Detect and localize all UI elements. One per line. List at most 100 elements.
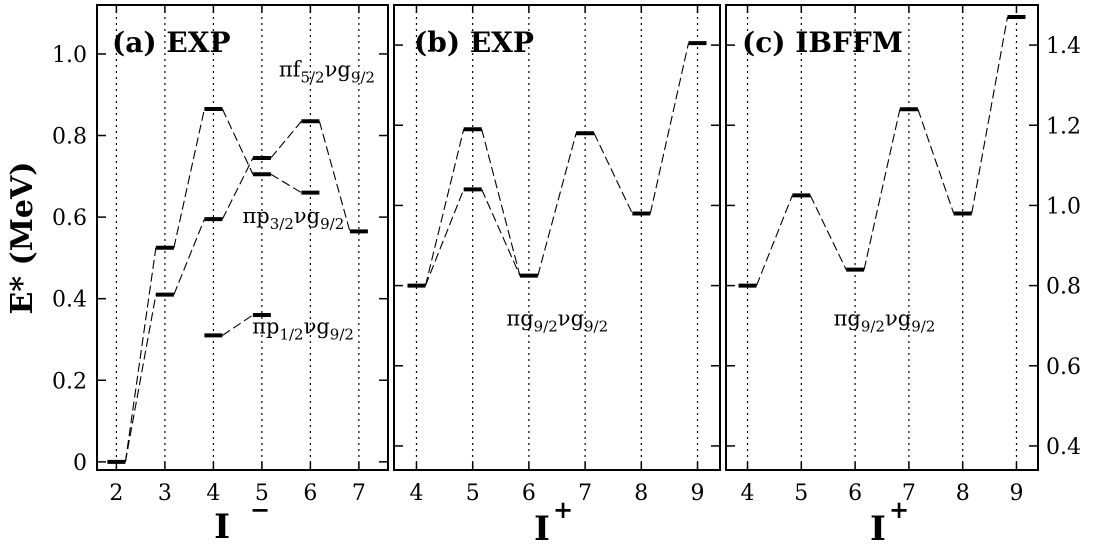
series-line-segment — [222, 314, 254, 336]
series-line-segment — [917, 109, 955, 214]
x-axis-title-a-superscript: − — [250, 495, 270, 524]
panel-c-level-marks — [738, 15, 1026, 288]
series-line-segment — [270, 173, 302, 194]
series-line-segment — [221, 157, 254, 220]
y-tick-label-right: 1.4 — [1046, 34, 1081, 59]
label-subscript: 9/2 — [861, 318, 885, 336]
panel-c-ticks: 4 5 6 7 8 9 0.4 0.6 0.8 1.0 1.2 1.4 — [726, 5, 1081, 506]
panel-a-x-axis-title: I − — [214, 495, 270, 547]
x-tick-label: 4 — [206, 481, 220, 506]
series-line-segment — [863, 109, 901, 270]
panel-c-gridlines — [746, 5, 1018, 470]
series-line-segment — [221, 108, 254, 175]
panel-a-label: (a) EXP — [112, 26, 231, 59]
x-axis-title-b-superscript: + — [553, 495, 573, 524]
panel-a-series-lines — [124, 108, 351, 462]
configuration-label: πg9/2νg9/2 — [506, 307, 608, 336]
y-tick-label-right: 1.2 — [1046, 114, 1081, 139]
label-text: νg — [885, 307, 911, 331]
configuration-label: πf5/2νg9/2 — [279, 57, 375, 86]
label-subscript: 9/2 — [320, 215, 344, 233]
panel-a: 2 3 4 5 6 700.20.40.60.81.0 πf5/2νg9/2πp3/2νg… — [5, 4, 389, 547]
x-axis-title-a: I — [214, 507, 230, 547]
y-axis-title: E* (MeV) — [5, 162, 40, 315]
series-line-segment — [809, 195, 847, 270]
x-tick-label: 8 — [956, 481, 970, 506]
panel-c-series-lines — [756, 16, 1009, 286]
label-subscript: 9/2 — [351, 68, 375, 86]
x-tick-label: 9 — [1009, 481, 1023, 506]
label-text: πg — [506, 307, 533, 331]
label-text: νg — [558, 307, 584, 331]
x-axis-title-b: I — [534, 509, 550, 548]
series-line-segment — [481, 189, 521, 276]
panel-b-ticks: 4 5 6 7 8 9 — [394, 5, 720, 506]
series-line-segment — [424, 129, 465, 286]
configuration-label: πp1/2νg9/2 — [252, 314, 354, 343]
x-tick-label: 9 — [691, 481, 705, 506]
y-tick-label: 0.2 — [52, 369, 87, 394]
x-tick-label: 3 — [158, 481, 172, 506]
series-line-segment — [124, 247, 157, 462]
panel-b-gridlines — [415, 5, 699, 470]
series-line-segment — [124, 294, 157, 462]
series-line-segment — [318, 121, 351, 232]
y-tick-label: 0.8 — [52, 125, 87, 150]
panel-b-annotations: πg9/2νg9/2 — [506, 307, 608, 336]
series-line-segment — [756, 195, 793, 286]
y-tick-label: 1.0 — [52, 43, 87, 68]
panel-b-series-lines — [424, 42, 690, 286]
x-tick-label: 4 — [741, 481, 755, 506]
series-line-segment — [173, 108, 205, 248]
label-subscript: 9/2 — [534, 318, 558, 336]
y-tick-label: 0.4 — [52, 288, 87, 313]
panel-b-x-axis-title: I + — [534, 495, 573, 549]
panel-c: 4 5 6 7 8 90.40.60.81.01.21.4 πg9/2νg9/2 (c) … — [725, 4, 1081, 549]
label-subscript: 9/2 — [911, 318, 935, 336]
x-tick-label: 7 — [352, 481, 366, 506]
x-axis-title-c-superscript: + — [889, 495, 909, 524]
panel-c-annotations: πg9/2νg9/2 — [834, 307, 936, 336]
configuration-label: πg9/2νg9/2 — [834, 307, 936, 336]
x-tick-label: 5 — [794, 481, 808, 506]
y-tick-label: 0.6 — [52, 206, 87, 231]
x-tick-label: 5 — [255, 481, 269, 506]
series-line-segment — [537, 133, 577, 276]
label-subscript: 1/2 — [279, 325, 303, 343]
label-subscript: 9/2 — [584, 318, 608, 336]
series-line-segment — [649, 42, 690, 214]
panel-b-label: (b) EXP — [414, 26, 534, 59]
label-text: νg — [304, 314, 330, 338]
x-tick-label: 2 — [109, 481, 123, 506]
panel-a-frame — [96, 4, 389, 471]
x-tick-label: 6 — [522, 481, 536, 506]
panel-b-level-marks — [407, 41, 707, 288]
panel-b-frame — [393, 4, 721, 471]
series-line-segment — [270, 120, 302, 159]
label-text: πg — [834, 307, 861, 331]
series-line-segment — [593, 133, 633, 214]
configuration-label: πp3/2νg9/2 — [243, 204, 345, 233]
label-subscript: 9/2 — [330, 325, 354, 343]
y-tick-label-right: 0.4 — [1046, 435, 1081, 460]
series-line-segment — [971, 16, 1009, 214]
x-tick-label: 7 — [578, 481, 592, 506]
x-tick-label: 6 — [848, 481, 862, 506]
x-tick-label: 5 — [466, 481, 480, 506]
label-text: νg — [325, 57, 351, 81]
label-text: πp — [252, 314, 279, 338]
y-tick-label-right: 0.6 — [1046, 355, 1081, 380]
panel-a-level-marks — [107, 107, 368, 464]
x-tick-label: 7 — [902, 481, 916, 506]
y-tick-label-right: 1.0 — [1046, 194, 1081, 219]
label-subscript: 5/2 — [300, 68, 324, 86]
x-tick-label: 4 — [409, 481, 423, 506]
panel-c-x-axis-title: I + — [870, 495, 909, 549]
label-text: νg — [294, 204, 320, 228]
series-line-segment — [424, 189, 465, 286]
panel-a-ticks: 2 3 4 5 6 7 0 0.2 0.4 0.6 0.8 1.0 — [52, 5, 388, 506]
